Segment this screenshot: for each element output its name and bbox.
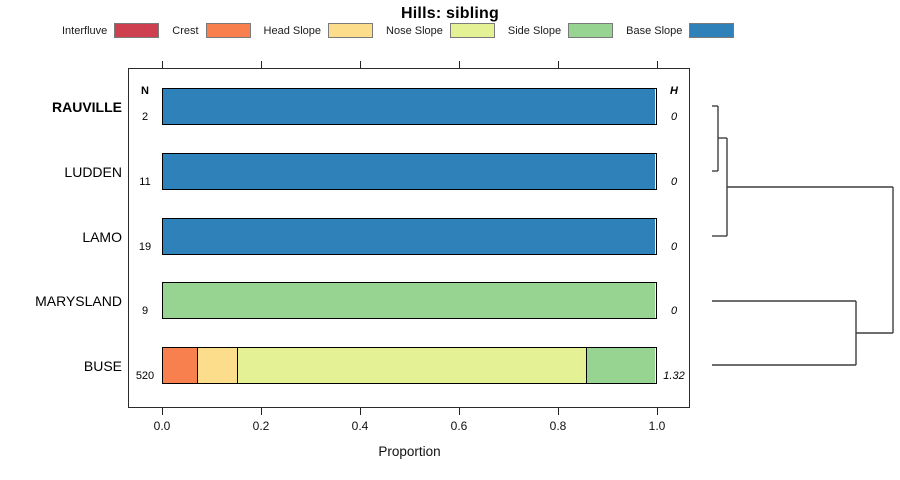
- h-value: 0: [670, 176, 678, 188]
- row-label-rauville: RAUVILLE: [52, 99, 122, 115]
- legend-swatch-base-slope: [689, 23, 735, 38]
- x-tick-bottom: [558, 408, 559, 415]
- legend-item: Nose Slope: [386, 23, 495, 38]
- bar-segment-side-slope: [163, 283, 655, 318]
- legend-item: Interfluve: [62, 23, 160, 38]
- legend-item: Crest: [172, 23, 251, 38]
- h-value: 0: [670, 305, 678, 317]
- bar-segment-base-slope: [163, 154, 655, 189]
- bar-ludden: [162, 153, 657, 190]
- x-tick-top: [261, 61, 262, 68]
- x-tick-bottom: [360, 408, 361, 415]
- bar-segment-nose-slope: [236, 348, 586, 383]
- x-tick-top: [162, 61, 163, 68]
- x-tick-bottom: [261, 408, 262, 415]
- n-column-header: N: [141, 85, 149, 97]
- x-tick-label: 0.6: [450, 419, 468, 433]
- bar-segment-base-slope: [163, 89, 655, 124]
- legend-label: Nose Slope: [386, 24, 443, 37]
- x-tick-bottom: [657, 408, 658, 415]
- x-tick-top: [558, 61, 559, 68]
- x-tick-label: 0.0: [153, 419, 171, 433]
- row-label-ludden: LUDDEN: [64, 164, 122, 180]
- h-value: 1.32: [663, 370, 685, 382]
- legend-item: Base Slope: [626, 23, 735, 38]
- x-tick-top: [459, 61, 460, 68]
- legend-swatch-interfluve: [114, 23, 160, 38]
- x-tick-label: 1.0: [648, 419, 666, 433]
- legend-label: Base Slope: [626, 24, 683, 37]
- x-tick-top: [360, 61, 361, 68]
- bar-segment-crest: [163, 348, 198, 383]
- row-label-marysland: MARYSLAND: [35, 293, 122, 309]
- row-label-lamo: LAMO: [82, 229, 122, 245]
- x-tick-bottom: [459, 408, 460, 415]
- legend-label: Head Slope: [263, 24, 322, 37]
- legend: Interfluve Crest Head Slope Nose Slope S…: [62, 23, 735, 38]
- h-column-header: H: [670, 85, 678, 97]
- legend-swatch-nose-slope: [449, 23, 495, 38]
- chart-title: Hills: sibling: [401, 5, 499, 22]
- legend-item: Side Slope: [507, 23, 614, 38]
- bar-segment-head-slope: [197, 348, 237, 383]
- x-tick-top: [657, 61, 658, 68]
- n-value: 520: [135, 370, 155, 382]
- x-tick-bottom: [162, 408, 163, 415]
- legend-swatch-side-slope: [568, 23, 614, 38]
- x-tick-label: 0.2: [252, 419, 270, 433]
- bar-rauville: [162, 88, 657, 125]
- legend-swatch-crest: [205, 23, 251, 38]
- legend-label: Interfluve: [62, 24, 108, 37]
- x-tick-label: 0.8: [549, 419, 567, 433]
- x-axis-label: Proportion: [378, 444, 441, 459]
- n-value: 2: [141, 111, 149, 123]
- n-value: 19: [138, 241, 152, 253]
- bar-lamo: [162, 218, 657, 255]
- legend-item: Head Slope: [264, 23, 374, 38]
- legend-label: Crest: [172, 24, 199, 37]
- n-value: 9: [141, 305, 149, 317]
- bar-segment-base-slope: [163, 219, 655, 254]
- legend-swatch-head-slope: [328, 23, 374, 38]
- bar-segment-side-slope: [585, 348, 655, 383]
- row-label-buse: BUSE: [83, 358, 122, 374]
- bar-marysland: [162, 282, 657, 319]
- bar-buse: [162, 347, 657, 384]
- n-value: 11: [139, 176, 151, 188]
- legend-label: Side Slope: [507, 24, 562, 37]
- x-tick-label: 0.4: [351, 419, 369, 433]
- h-value: 0: [670, 241, 678, 253]
- h-value: 0: [670, 111, 678, 123]
